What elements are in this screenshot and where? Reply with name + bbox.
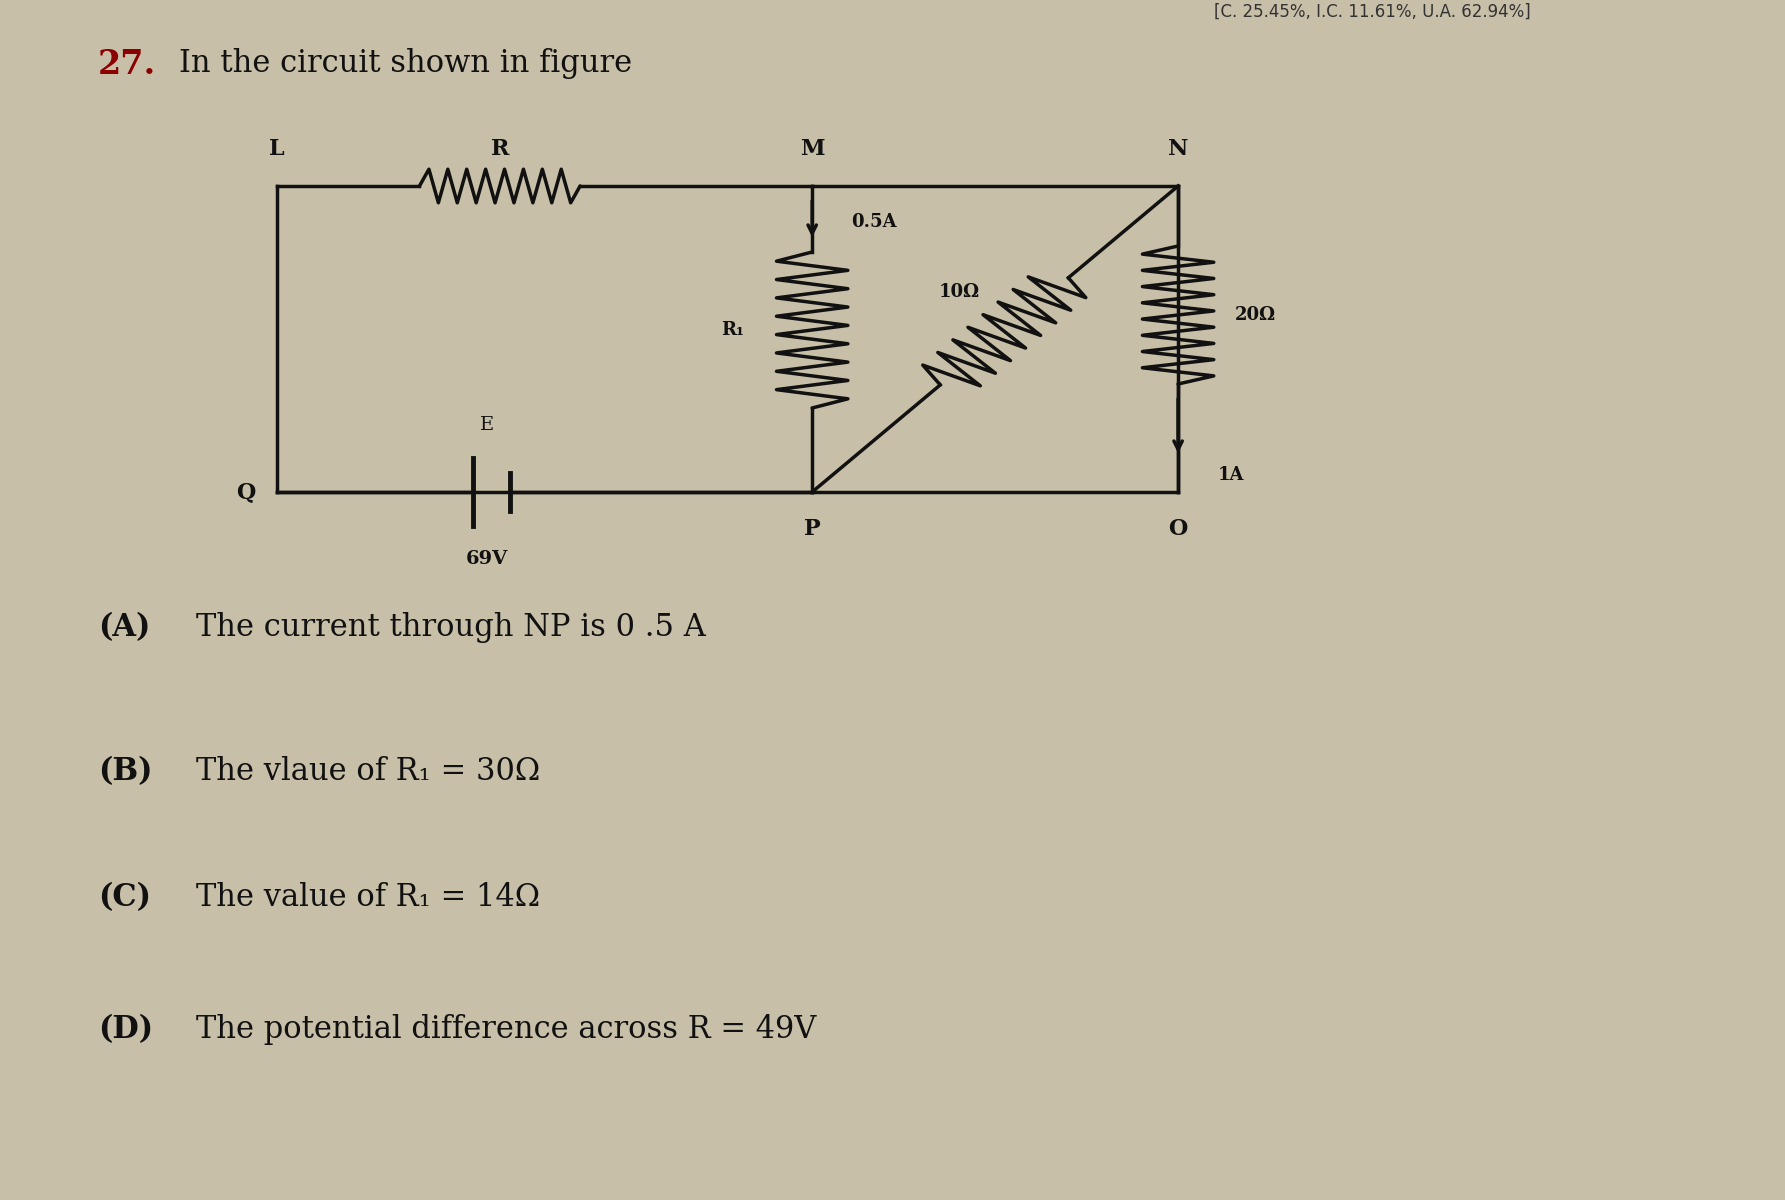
Text: N: N <box>1167 138 1189 160</box>
Text: The value of R₁ = 14Ω: The value of R₁ = 14Ω <box>196 882 541 913</box>
Text: 1A: 1A <box>1217 466 1244 484</box>
Text: E: E <box>480 416 494 434</box>
Text: 20Ω: 20Ω <box>1235 306 1276 324</box>
Text: (C): (C) <box>98 882 152 913</box>
Text: 27.: 27. <box>98 48 157 80</box>
Text: O: O <box>1169 518 1187 540</box>
Text: 0.5A: 0.5A <box>851 214 898 230</box>
Text: [C. 25.45%, I.C. 11.61%, U.A. 62.94%]: [C. 25.45%, I.C. 11.61%, U.A. 62.94%] <box>1214 2 1530 20</box>
Text: R: R <box>491 138 509 160</box>
Text: (D): (D) <box>98 1014 154 1045</box>
Text: (B): (B) <box>98 756 154 787</box>
Text: In the circuit shown in figure: In the circuit shown in figure <box>178 48 632 79</box>
Text: The potential difference across R = 49V: The potential difference across R = 49V <box>196 1014 818 1045</box>
Text: L: L <box>270 138 284 160</box>
Text: M: M <box>800 138 825 160</box>
Text: The current through NP is 0 .5 A: The current through NP is 0 .5 A <box>196 612 707 643</box>
Text: R₁: R₁ <box>721 322 744 340</box>
Text: 69V: 69V <box>466 550 509 568</box>
Text: P: P <box>803 518 821 540</box>
Text: Q: Q <box>236 481 255 503</box>
Text: The vlaue of R₁ = 30Ω: The vlaue of R₁ = 30Ω <box>196 756 541 787</box>
Text: 10Ω: 10Ω <box>939 283 980 301</box>
Text: (A): (A) <box>98 612 150 643</box>
